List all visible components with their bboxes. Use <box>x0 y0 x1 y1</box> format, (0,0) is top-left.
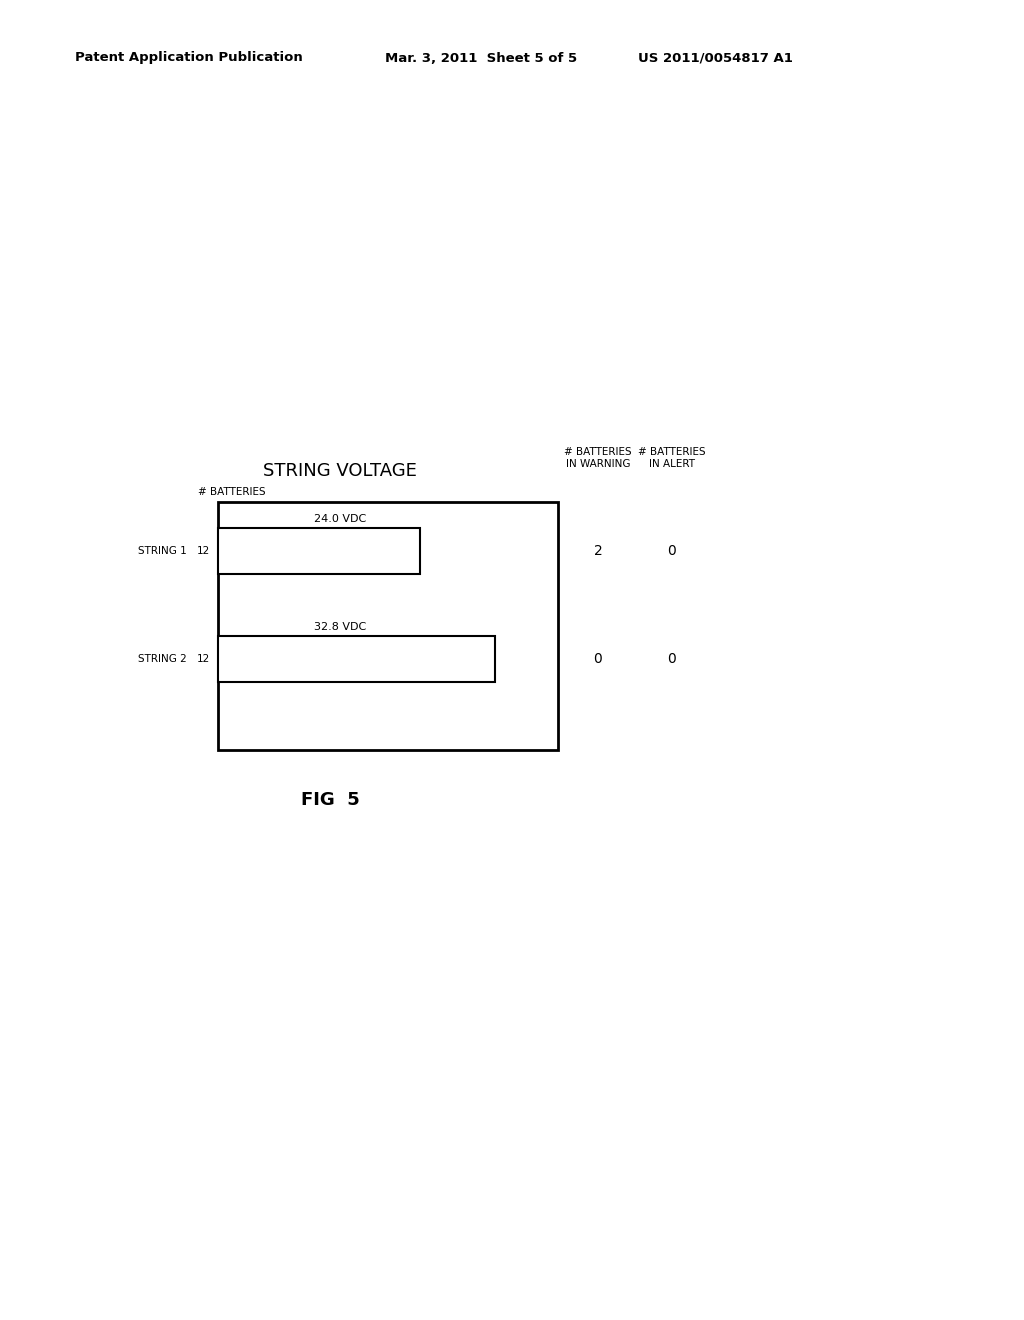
Text: US 2011/0054817 A1: US 2011/0054817 A1 <box>638 51 793 65</box>
Bar <box>218 636 495 682</box>
Text: 0: 0 <box>594 652 602 667</box>
Text: STRING 1: STRING 1 <box>138 546 186 556</box>
Text: # BATTERIES
IN ALERT: # BATTERIES IN ALERT <box>638 447 706 469</box>
Text: FIG  5: FIG 5 <box>301 791 359 809</box>
Text: Patent Application Publication: Patent Application Publication <box>75 51 303 65</box>
Text: 12: 12 <box>197 546 210 556</box>
Text: 0: 0 <box>668 652 677 667</box>
Bar <box>218 528 420 574</box>
Text: STRING 2: STRING 2 <box>138 653 186 664</box>
Text: 12: 12 <box>197 653 210 664</box>
Text: 0: 0 <box>668 544 677 558</box>
Bar <box>218 502 558 750</box>
Text: Mar. 3, 2011  Sheet 5 of 5: Mar. 3, 2011 Sheet 5 of 5 <box>385 51 578 65</box>
Text: 32.8 VDC: 32.8 VDC <box>314 622 367 632</box>
Text: # BATTERIES: # BATTERIES <box>198 487 265 498</box>
Text: 2: 2 <box>594 544 602 558</box>
Text: # BATTERIES
IN WARNING: # BATTERIES IN WARNING <box>564 447 632 469</box>
Text: STRING VOLTAGE: STRING VOLTAGE <box>263 462 417 480</box>
Text: 24.0 VDC: 24.0 VDC <box>314 513 367 524</box>
